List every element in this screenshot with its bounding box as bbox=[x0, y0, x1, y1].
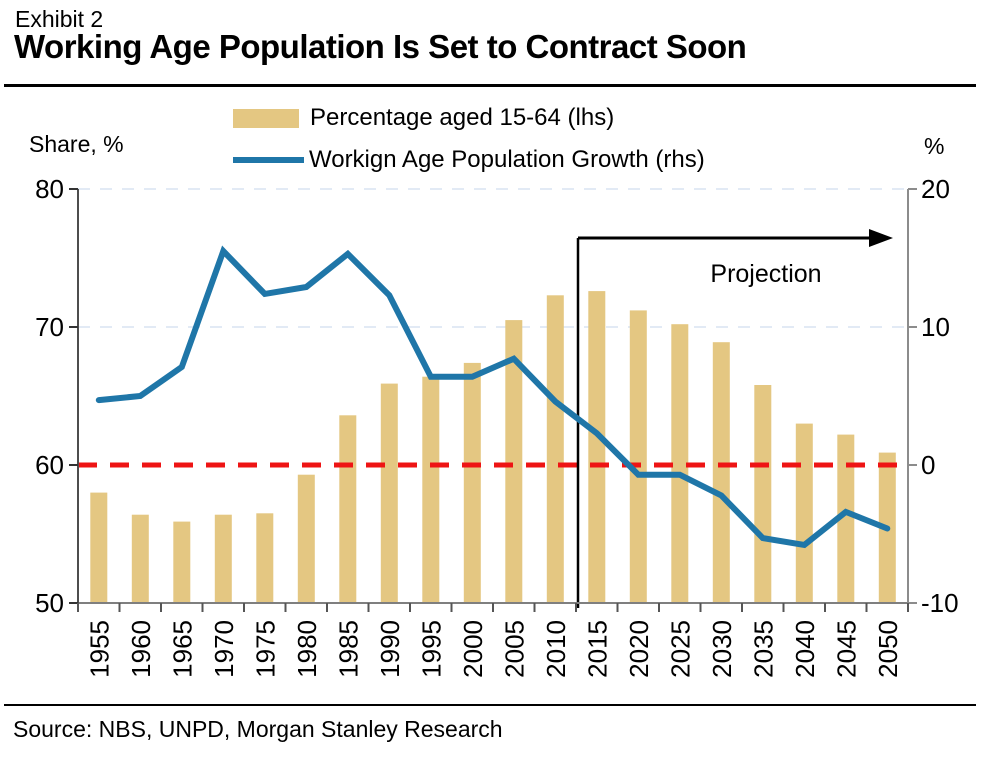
axis-labels-layer: 50 60 70 80 -10 0 10 20 1955 1960 1965 1970 1975 1980… bbox=[35, 174, 959, 678]
left-tick-label: 50 bbox=[35, 588, 64, 618]
right-tick-label: -10 bbox=[921, 588, 959, 618]
x-tick-label: 1955 bbox=[84, 620, 114, 678]
projection-arrow-head bbox=[869, 229, 893, 247]
bar-2010 bbox=[546, 295, 564, 603]
x-tick-label: 1960 bbox=[126, 620, 156, 678]
x-tick-label: 1985 bbox=[333, 620, 363, 678]
legend-line-swatch bbox=[233, 157, 304, 163]
bar-1995 bbox=[422, 376, 440, 603]
x-tick-label: 2015 bbox=[582, 620, 612, 678]
right-tick-label: 0 bbox=[921, 450, 935, 480]
title-divider bbox=[4, 84, 976, 87]
bar-2035 bbox=[754, 385, 772, 603]
bar-1975 bbox=[256, 513, 274, 603]
right-axis-unit: % bbox=[924, 133, 945, 159]
x-tick-label: 2045 bbox=[831, 620, 861, 678]
bar-2000 bbox=[463, 362, 481, 603]
bar-2005 bbox=[505, 320, 523, 603]
bar-1960 bbox=[131, 514, 149, 603]
page-title: Working Age Population Is Set to Contrac… bbox=[14, 28, 747, 65]
right-tick-label: 10 bbox=[921, 312, 950, 342]
bar-1970 bbox=[214, 514, 232, 603]
bar-1990 bbox=[380, 383, 398, 603]
projection-label: Projection bbox=[710, 260, 821, 288]
gridlines-layer bbox=[78, 188, 908, 328]
bar-1980 bbox=[297, 474, 315, 603]
legend-line-label: Workign Age Population Growth (rhs) bbox=[309, 146, 705, 173]
left-tick-label: 60 bbox=[35, 450, 64, 480]
bar-2015 bbox=[588, 291, 606, 603]
x-tick-label: 1995 bbox=[416, 620, 446, 678]
legend-bar-label: Percentage aged 15-64 (lhs) bbox=[310, 104, 615, 131]
source-text: Source: NBS, UNPD, Morgan Stanley Resear… bbox=[13, 716, 503, 742]
bars-layer bbox=[90, 291, 896, 603]
bar-2025 bbox=[671, 324, 689, 603]
x-tick-label: 2040 bbox=[790, 620, 820, 678]
footer-divider bbox=[4, 704, 976, 706]
x-tick-label: 2005 bbox=[499, 620, 529, 678]
axes-layer bbox=[69, 188, 917, 612]
exhibit-label: Exhibit 2 bbox=[15, 6, 104, 32]
bar-2030 bbox=[712, 342, 730, 603]
bar-1955 bbox=[90, 492, 108, 603]
legend-bar-swatch bbox=[233, 108, 299, 128]
growth-line bbox=[95, 245, 891, 549]
growth-line-layer bbox=[95, 245, 891, 549]
bar-1965 bbox=[173, 521, 191, 603]
x-tick-label: 1970 bbox=[209, 620, 239, 678]
x-tick-label: 1990 bbox=[375, 620, 405, 678]
x-tick-label: 2025 bbox=[665, 620, 695, 678]
left-tick-label: 70 bbox=[35, 312, 64, 342]
right-tick-label: 20 bbox=[921, 174, 950, 204]
left-tick-label: 80 bbox=[35, 174, 64, 204]
x-tick-label: 1965 bbox=[167, 620, 197, 678]
projection-annotation: Projection bbox=[576, 229, 893, 608]
bar-2020 bbox=[629, 310, 647, 603]
x-tick-label: 2030 bbox=[707, 620, 737, 678]
legend-item-bars: Percentage aged 15-64 (lhs) bbox=[233, 103, 705, 133]
x-tick-label: 2020 bbox=[624, 620, 654, 678]
x-tick-label: 2000 bbox=[458, 620, 488, 678]
x-tick-label: 1980 bbox=[292, 620, 322, 678]
x-tick-label: 2010 bbox=[541, 620, 571, 678]
left-axis-unit: Share, % bbox=[29, 131, 124, 157]
bar-2040 bbox=[795, 423, 813, 603]
bar-1985 bbox=[339, 415, 357, 603]
x-tick-label: 1975 bbox=[250, 620, 280, 678]
legend: Percentage aged 15-64 (lhs) Workign Age … bbox=[233, 103, 705, 187]
bar-2045 bbox=[837, 434, 855, 603]
legend-item-line: Workign Age Population Growth (rhs) bbox=[233, 145, 705, 175]
x-tick-label: 2035 bbox=[748, 620, 778, 678]
x-tick-label: 2050 bbox=[873, 620, 903, 678]
